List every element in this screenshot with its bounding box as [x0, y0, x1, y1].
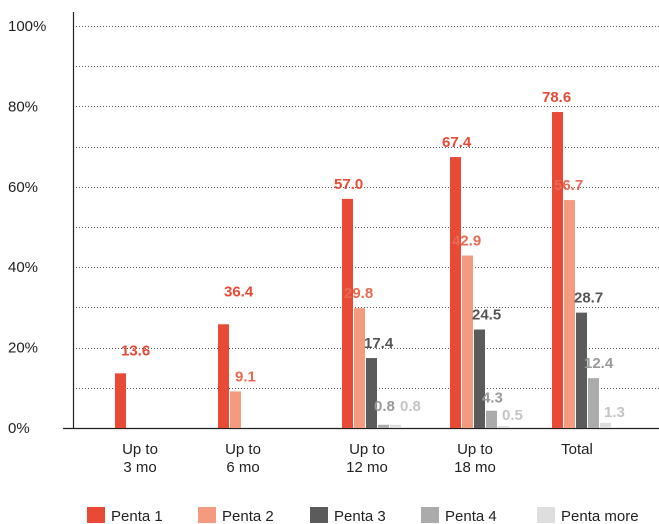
legend-swatch	[87, 507, 105, 523]
y-tick-label: 20%	[8, 340, 38, 357]
bar-penta-more	[600, 422, 611, 428]
bar-penta-3	[366, 358, 377, 428]
bar-penta-1	[342, 198, 353, 428]
x-tick-label: 12 mo	[346, 459, 388, 476]
data-label: 29.8	[344, 285, 373, 302]
bar-penta-1	[218, 324, 229, 428]
legend-label: Penta 1	[111, 508, 163, 524]
legend-item-penta-4: Penta 4	[421, 507, 497, 524]
x-tick-label: 6 mo	[226, 459, 259, 476]
legend-item-penta-1: Penta 1	[87, 507, 163, 524]
bar-layer	[115, 112, 611, 428]
data-label: 1.3	[604, 404, 625, 421]
x-tick-label: Total	[561, 441, 593, 458]
y-tick-label: 0%	[8, 420, 30, 437]
data-label: 36.4	[224, 283, 254, 300]
bar-penta-2	[462, 255, 473, 428]
data-label: 4.3	[482, 390, 503, 407]
data-label: 17.4	[364, 335, 394, 352]
bar-penta-1	[450, 157, 461, 428]
data-label-layer: 13.6 36.4 57.0 67.4 78.6 9.1 29.8 42.9 56.7 17.4 2…	[121, 89, 625, 424]
data-label: 78.6	[542, 89, 571, 106]
legend-label: Penta 2	[222, 508, 274, 524]
bar-penta-more	[498, 425, 509, 428]
legend-item-penta-2: Penta 2	[198, 507, 274, 524]
y-tick-label: 80%	[8, 98, 38, 115]
bar-penta-more	[390, 424, 401, 428]
data-label: 57.0	[334, 176, 363, 193]
legend-item-penta-more: Penta more	[537, 507, 639, 524]
bar-penta-2	[354, 308, 365, 428]
bar-penta-3	[576, 312, 587, 428]
data-label: 9.1	[235, 368, 256, 385]
legend-swatch	[310, 507, 328, 523]
data-label: 28.7	[574, 290, 603, 307]
y-tick-label: 60%	[8, 179, 38, 196]
x-tick-label: Up to	[225, 441, 261, 458]
data-label: 67.4	[442, 134, 472, 151]
x-tick-label: Up to	[122, 441, 158, 458]
bar-penta-1	[552, 112, 563, 428]
x-tick-label: 3 mo	[123, 459, 156, 476]
data-label: 24.5	[472, 307, 501, 324]
bar-penta-4	[378, 424, 389, 428]
data-label: 12.4	[584, 355, 614, 372]
legend-item-penta-3: Penta 3	[310, 507, 386, 524]
x-tick-label: 18 mo	[454, 459, 496, 476]
y-tick-label: 40%	[8, 259, 38, 276]
legend-swatch	[421, 507, 439, 523]
bar-penta-3	[474, 329, 485, 428]
data-label: 0.8	[400, 398, 421, 415]
bar-penta-1	[115, 373, 126, 428]
bar-penta-4	[486, 410, 497, 428]
data-label: 42.9	[452, 233, 481, 250]
bar-penta-4	[588, 378, 599, 428]
legend-label: Penta more	[561, 508, 639, 524]
legend: Penta 1 Penta 2 Penta 3 Penta 4 Penta more	[87, 507, 639, 524]
y-tick-label: 100%	[8, 18, 46, 35]
x-tick-label: Up to	[457, 441, 493, 458]
legend-swatch	[198, 507, 216, 523]
data-label: 56.7	[554, 177, 583, 194]
legend-label: Penta 4	[445, 508, 497, 524]
bar-penta-2	[564, 200, 575, 428]
x-tick-label: Up to	[349, 441, 385, 458]
data-label: 0.8	[374, 398, 395, 415]
legend-label: Penta 3	[334, 508, 386, 524]
data-label: 0.5	[502, 407, 523, 424]
bar-penta-2	[230, 391, 241, 428]
data-label: 13.6	[121, 342, 150, 359]
legend-swatch	[537, 507, 555, 523]
